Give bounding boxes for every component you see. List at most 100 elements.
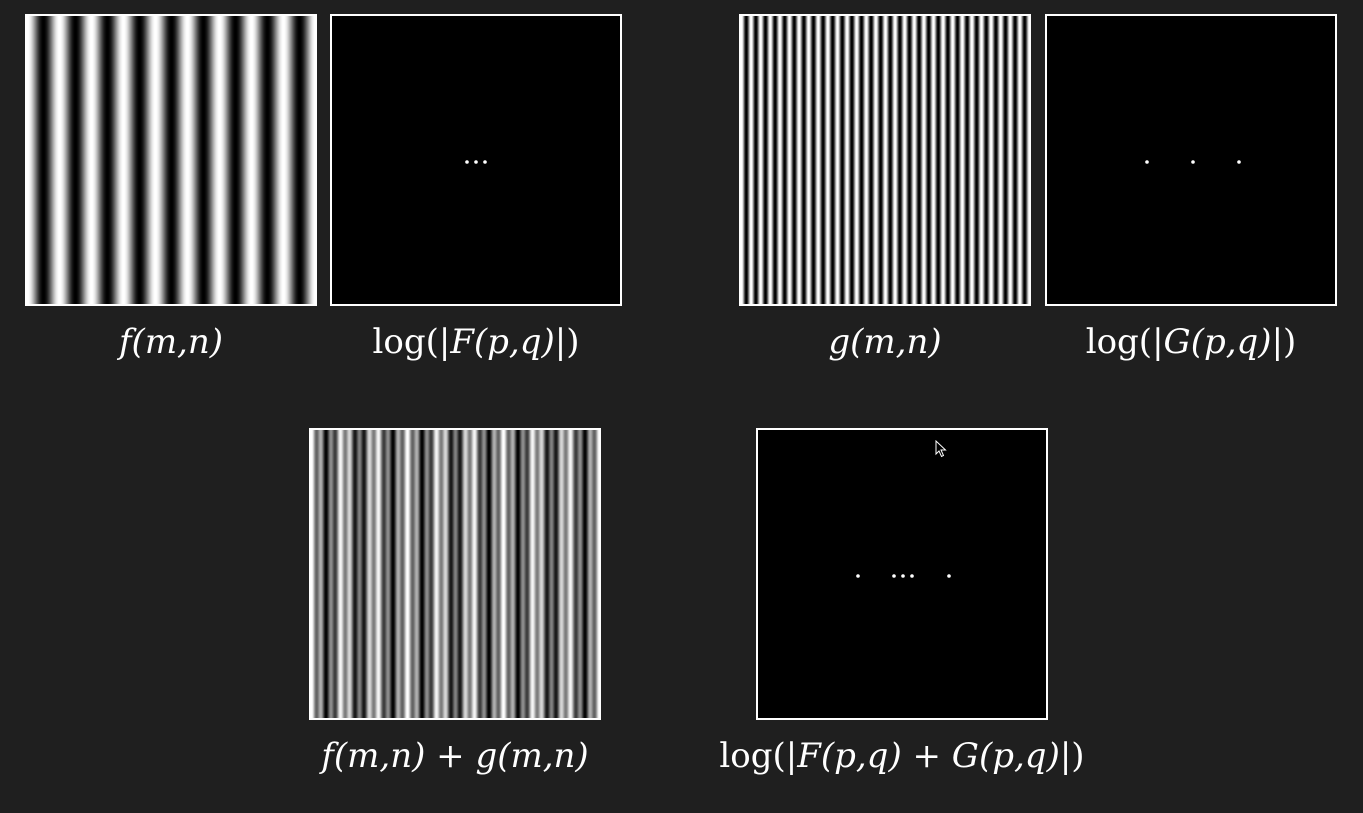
stripe-column: [269, 16, 271, 304]
stripe-column: [208, 16, 210, 304]
stripe-column: [1001, 16, 1003, 304]
stripe-column: [747, 16, 749, 304]
caption-f-plus-g-text: f(m,n) + g(m,n): [321, 736, 589, 776]
stripe-column: [94, 16, 96, 304]
stripe-column: [871, 16, 873, 304]
stripe-column: [110, 16, 112, 304]
stripe-column: [543, 430, 545, 718]
stripe-column: [859, 16, 861, 304]
stripe-column: [235, 16, 237, 304]
stripe-column: [910, 16, 912, 304]
stripe-column: [408, 430, 410, 718]
stripe-column: [88, 16, 90, 304]
stripe-column: [991, 16, 993, 304]
stripe-column: [814, 16, 816, 304]
stripe-column: [935, 16, 937, 304]
stripe-column: [820, 16, 822, 304]
stripe-column: [542, 430, 544, 718]
stripe-column: [491, 430, 493, 718]
stripe-column: [964, 16, 966, 304]
stripe-column: [1018, 16, 1020, 304]
stripe-column: [341, 430, 343, 718]
stripe-column: [475, 430, 477, 718]
stripe-column: [947, 16, 949, 304]
stripe-column: [816, 16, 818, 304]
stripe-column: [541, 430, 543, 718]
spectrum-F-plus-G: [756, 428, 1048, 720]
stripe-column: [224, 16, 226, 304]
stripe-column: [96, 16, 98, 304]
stripe-column: [921, 16, 923, 304]
stripe-column: [549, 430, 551, 718]
stripe-column: [953, 16, 955, 304]
stripe-column: [533, 430, 535, 718]
stripe-column: [895, 16, 897, 304]
stripe-column: [1020, 16, 1022, 304]
stripe-column: [556, 430, 558, 718]
stripe-column: [784, 16, 786, 304]
stripe-column: [919, 16, 921, 304]
stripe-column: [453, 430, 455, 718]
stripe-column: [573, 430, 575, 718]
stripe-column: [579, 430, 581, 718]
stripe-column: [478, 430, 480, 718]
stripe-column: [463, 430, 465, 718]
stripe-column: [519, 430, 521, 718]
stripe-column: [994, 16, 996, 304]
image-g: [739, 14, 1031, 306]
stripe-column: [552, 430, 554, 718]
stripe-column: [799, 16, 801, 304]
stripe-column: [849, 16, 851, 304]
stripe-column: [130, 16, 132, 304]
stripe-column: [72, 16, 74, 304]
stripe-column: [789, 16, 791, 304]
stripe-column: [884, 16, 886, 304]
stripe-column: [320, 430, 322, 718]
stripe-column: [881, 16, 883, 304]
stripe-column: [163, 16, 165, 304]
stripe-column: [1006, 16, 1008, 304]
stripe-column: [903, 16, 905, 304]
stripe-column: [173, 16, 175, 304]
stripe-column: [199, 16, 201, 304]
stripe-column: [254, 16, 256, 304]
stripe-column: [794, 16, 796, 304]
stripe-column: [826, 16, 828, 304]
stripe-column: [396, 430, 398, 718]
stripe-column: [775, 16, 777, 304]
stripe-column: [98, 16, 100, 304]
stripe-column: [417, 430, 419, 718]
stripe-column: [430, 430, 432, 718]
stripe-column: [827, 16, 829, 304]
stripe-column: [48, 16, 50, 304]
stripe-column: [741, 16, 743, 304]
stripe-column: [122, 16, 124, 304]
stripe-column: [33, 16, 35, 304]
stripe-column: [593, 430, 595, 718]
stripe-column: [333, 430, 335, 718]
stripe-column: [251, 16, 253, 304]
stripe-column: [956, 16, 958, 304]
stripe-column: [276, 16, 278, 304]
stripe-column: [328, 430, 330, 718]
caption-f-plus-g: f(m,n) + g(m,n): [321, 736, 588, 776]
stripe-column: [281, 16, 283, 304]
stripe-column: [250, 16, 252, 304]
caption-FG-pre: log(|: [719, 736, 798, 776]
stripe-column: [829, 16, 831, 304]
stripe-column: [304, 16, 306, 304]
stripe-column: [912, 16, 914, 304]
stripe-column: [465, 430, 467, 718]
stripe-column: [306, 16, 308, 304]
stripe-column: [335, 430, 337, 718]
stripe-column: [297, 16, 299, 304]
stripe-column: [978, 16, 980, 304]
stripe-column: [28, 16, 30, 304]
stripe-column: [443, 430, 445, 718]
stripe-column: [968, 16, 970, 304]
stripe-column: [197, 16, 199, 304]
stripe-column: [435, 430, 437, 718]
stripe-column: [837, 16, 839, 304]
stripe-column: [398, 430, 400, 718]
stripe-column: [436, 430, 438, 718]
